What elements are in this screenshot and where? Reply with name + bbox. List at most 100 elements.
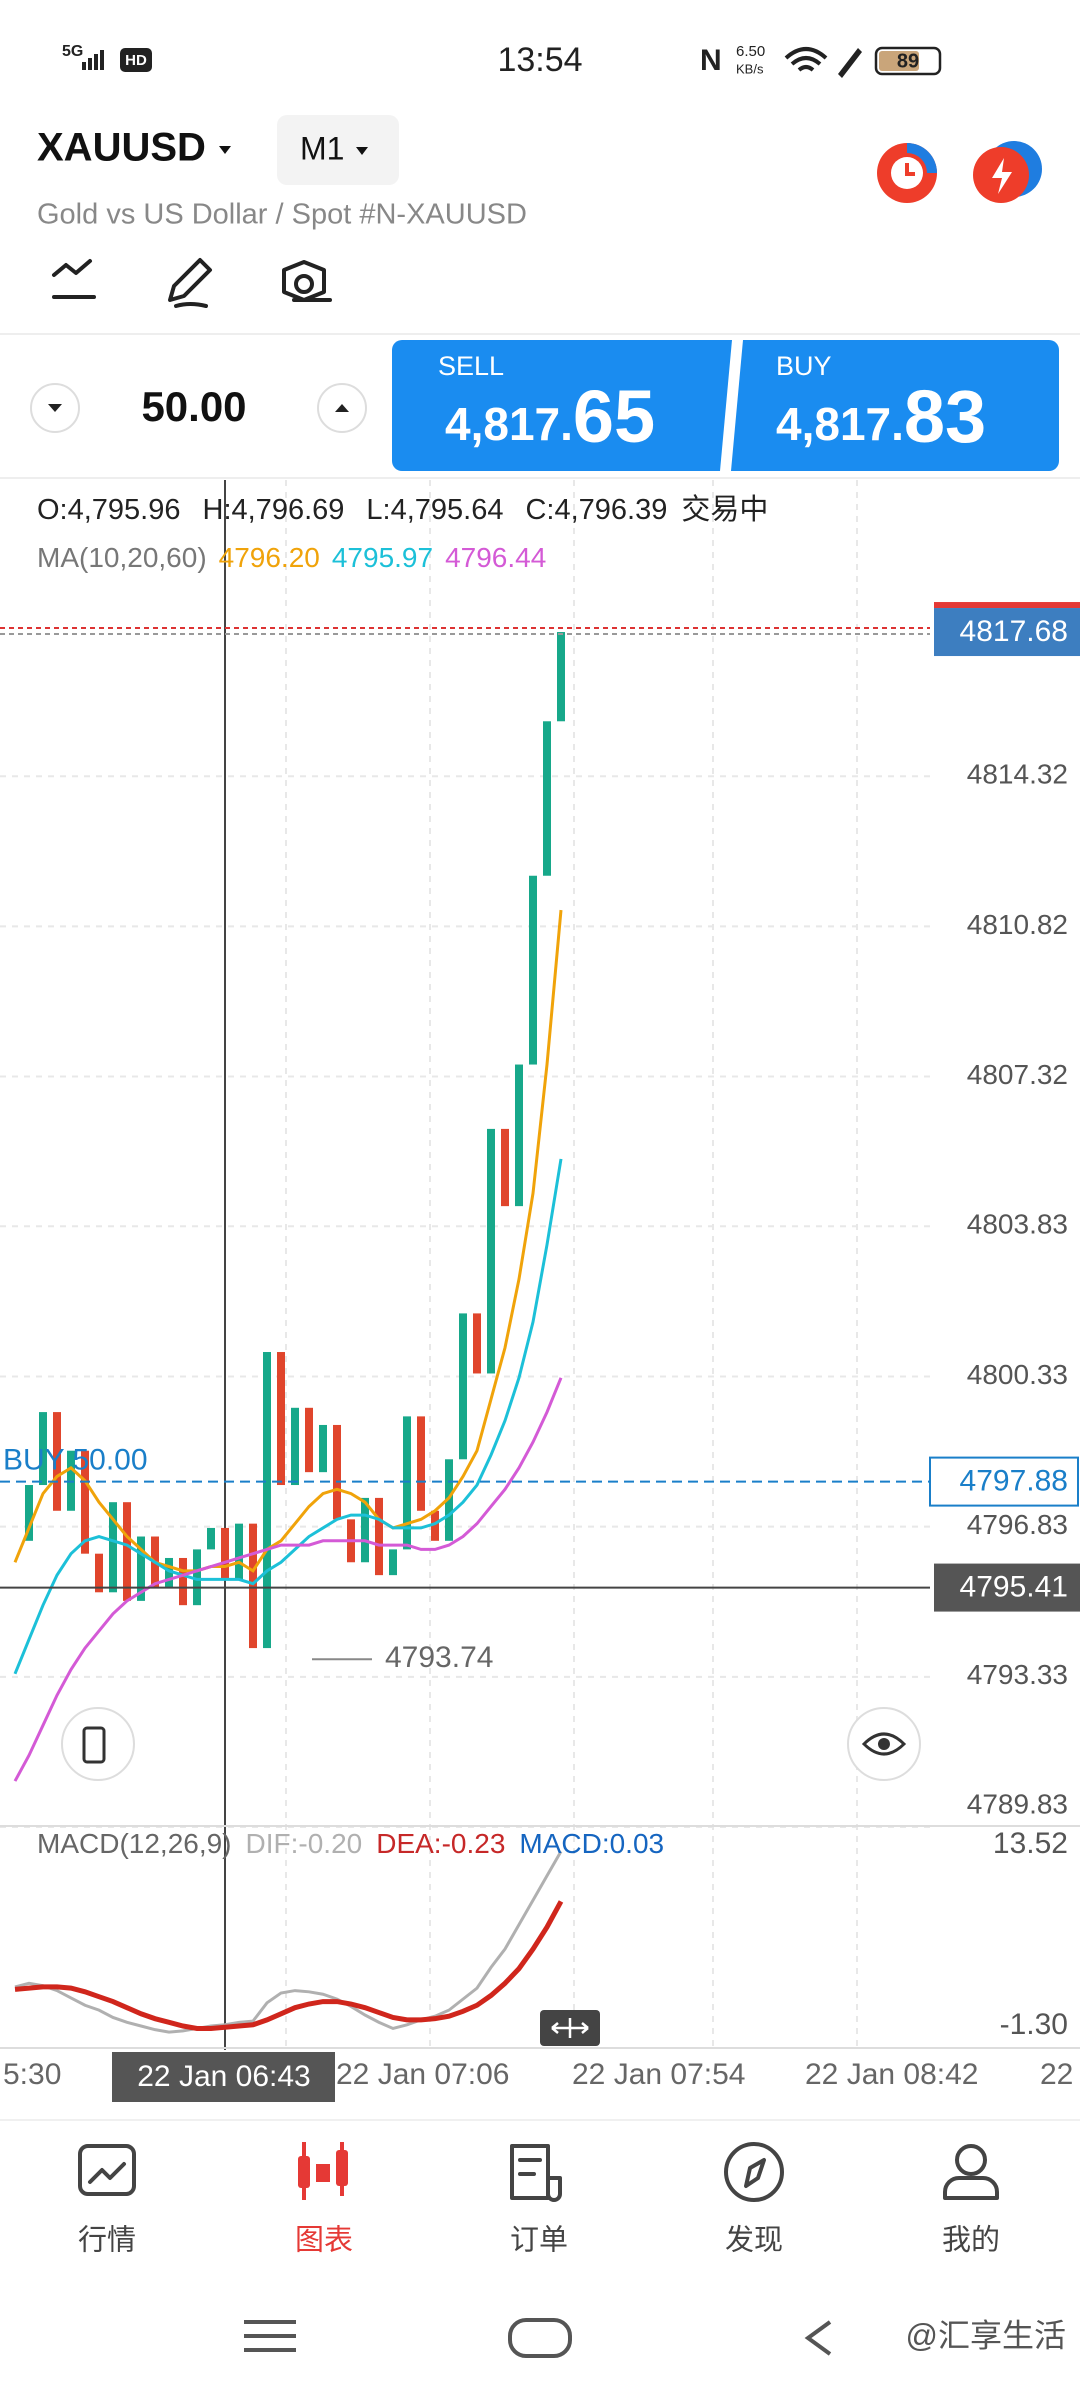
no-sim <box>838 48 862 78</box>
candle <box>109 1502 117 1593</box>
candle <box>137 1536 145 1601</box>
sell-price-big: 65 <box>573 375 655 458</box>
timeframe-box[interactable] <box>277 115 399 185</box>
sell-button[interactable] <box>392 340 732 471</box>
time-axis: 5:30 22 Jan 07:06 22 Jan 07:54 22 Jan 08:42… <box>3 2052 1073 2102</box>
nav-me-icon[interactable] <box>943 2144 999 2200</box>
y-tick-label: 4814.32 <box>967 759 1068 790</box>
candle <box>557 632 565 722</box>
y-tick-label: 4803.83 <box>967 1209 1068 1240</box>
y-tick-label: 4810.82 <box>967 909 1068 940</box>
crosshair-tag <box>934 1563 1080 1612</box>
close: C:4,796.39 <box>525 494 667 526</box>
nav-label[interactable]: 行情 <box>78 2224 136 2257</box>
eye-icon <box>861 1732 907 1756</box>
rotate-button[interactable] <box>61 1707 135 1781</box>
candle <box>333 1424 341 1520</box>
timeframe-caret <box>356 147 368 155</box>
x-tick-label: 22 Jan 07:06 <box>336 2058 509 2091</box>
line <box>13 1158 563 1675</box>
flash-icon[interactable] <box>973 141 1042 203</box>
nav-label[interactable]: 图表 <box>295 2224 353 2257</box>
y-tick-label: 4796.83 <box>967 1509 1068 1540</box>
dif-label: DIF:-0.20 <box>246 1828 363 1859</box>
symbol[interactable]: XAUUSD <box>37 126 206 170</box>
crosshair-time: 22 Jan 06:43 <box>137 2060 310 2093</box>
hd-badge <box>120 48 152 72</box>
nfc-icon: N <box>700 44 722 77</box>
candle <box>543 721 551 876</box>
menu-key[interactable] <box>244 2320 296 2352</box>
nav-chart-icon[interactable] <box>298 2142 348 2200</box>
ma-legend: MA(10,20,60) 4796.20 4795.97 4796.44 <box>37 542 546 573</box>
ma-value: 4796.20 <box>219 542 320 573</box>
x-tick-label: 5:30 <box>3 2058 61 2091</box>
candle <box>53 1412 61 1511</box>
timeframe[interactable]: M1 <box>300 130 344 166</box>
crosshair-price: 4795.41 <box>960 1570 1068 1603</box>
line <box>13 909 563 1573</box>
clock: 13:54 <box>497 41 582 79</box>
eye-pupil <box>878 1738 890 1750</box>
candle <box>95 1553 103 1593</box>
nav-quotes-icon[interactable] <box>78 2144 136 2196</box>
watermark: @汇享生活 <box>906 2317 1067 2353</box>
indicator-tool[interactable] <box>52 259 96 299</box>
low-label: 4793.74 <box>385 1641 493 1674</box>
home-key[interactable] <box>508 2318 572 2358</box>
candle <box>431 1510 439 1541</box>
y-tick-label: 4807.32 <box>967 1059 1068 1090</box>
position-price: 4797.88 <box>960 1465 1068 1498</box>
draw-tool[interactable] <box>168 258 212 308</box>
y-tick-label: 4793.33 <box>967 1659 1068 1690</box>
candle <box>263 1352 271 1649</box>
nav-label[interactable]: 订单 <box>510 2224 568 2257</box>
candle <box>249 1523 257 1649</box>
candle <box>515 1064 523 1207</box>
battery-level <box>879 51 919 71</box>
low: L:4,795.64 <box>366 494 503 526</box>
buy-price: 4,817.83 <box>776 375 986 458</box>
back-key[interactable] <box>804 2320 832 2356</box>
x-tick-label: 22 Jan 08:42 <box>805 2058 978 2091</box>
battery-text: 89 <box>897 50 919 72</box>
volume[interactable]: 50.00 <box>141 383 246 430</box>
candle <box>389 1549 397 1576</box>
y-tick-label: 4800.33 <box>967 1359 1068 1390</box>
candle <box>81 1450 89 1554</box>
wifi <box>784 47 828 72</box>
macd-tick-label: 13.52 <box>993 1827 1068 1860</box>
x-tick-label: 22 Jan 07:54 <box>572 2058 745 2091</box>
nav-label[interactable]: 发现 <box>725 2224 783 2257</box>
nav-label[interactable]: 我的 <box>942 2224 1000 2257</box>
candle <box>123 1502 131 1601</box>
x-tick-label: 22 <box>1040 2058 1073 2091</box>
handle-icon <box>551 2018 589 2038</box>
nav-orders-icon[interactable] <box>510 2144 562 2202</box>
nav-discover-icon[interactable] <box>724 2142 784 2202</box>
chart: 4814.32 4810.82 4807.32 4803.83 4800.33 4796.… <box>0 480 1080 2050</box>
candle <box>487 1128 495 1374</box>
candle <box>291 1407 299 1486</box>
candle <box>417 1416 425 1511</box>
position-tag <box>929 1456 1079 1507</box>
nav: 行情 图表 订单 发现 我的 <box>78 2224 1000 2257</box>
settings-tool[interactable] <box>282 260 332 302</box>
symbol-caret <box>219 146 231 154</box>
candle <box>277 1352 285 1486</box>
buy-price-main: 4,817. <box>776 398 904 450</box>
candle <box>179 1557 187 1606</box>
candle <box>473 1313 481 1374</box>
crosshair-time-box <box>112 2052 335 2102</box>
macd-label: MACD(12,26,9) <box>37 1828 232 1859</box>
sell-price-main: 4,817. <box>445 398 573 450</box>
line <box>14 1850 563 2034</box>
candle <box>39 1412 47 1486</box>
signal-icon[interactable] <box>877 143 937 203</box>
speed: 6.50 <box>736 43 765 60</box>
candle <box>305 1407 313 1473</box>
buy-button[interactable] <box>731 340 1059 471</box>
ma-label: MA(10,20,60) <box>37 542 207 573</box>
